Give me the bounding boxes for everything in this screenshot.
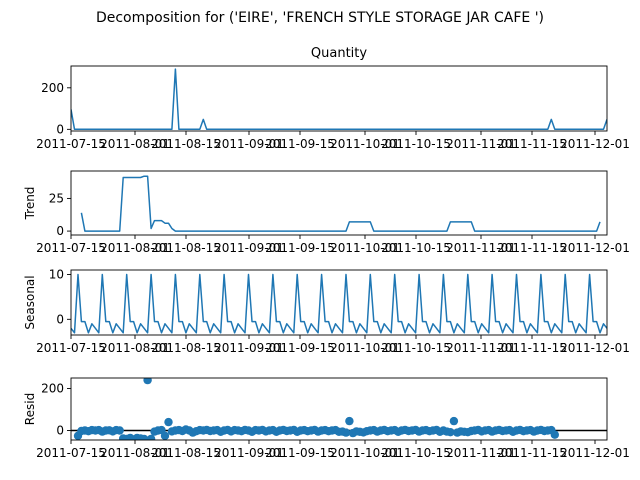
x-tick-label: 2011-09-01 [214,137,284,151]
x-tick-label: 2011-07-15 [36,341,106,355]
x-tick-label: 2011-10-15 [381,241,451,255]
x-tick-label: 2011-10-15 [381,341,451,355]
data-point [550,430,559,439]
series-line [71,273,607,334]
plot-area [80,175,601,232]
x-tick-label: 2011-08-01 [100,241,170,255]
data-point [345,416,354,426]
x-tick-label: 2011-08-01 [100,341,170,355]
y-axis-label: Trend [23,187,37,221]
panel-1: Quantity 0 200 2011-07-152011-08-012011-08-… [36,46,630,151]
y-tick-label: 200 [41,81,64,95]
data-point [449,416,459,426]
panel-title: Quantity [311,46,367,61]
x-tick-label: 2011-09-15 [265,241,335,255]
plot-area [71,273,607,334]
data-point [143,378,152,385]
data-point [160,431,170,440]
x-tick-label: 2011-09-01 [214,341,284,355]
x-tick-label: 2011-11-15 [497,241,567,255]
x-tick-label: 2011-11-01 [446,241,516,255]
series-line [80,175,601,232]
figure-suptitle: Decomposition for ('EIRE', 'FRENCH STYLE… [96,10,544,26]
panel-2: Trend0252011-07-152011-08-012011-08-1520… [23,170,630,255]
x-tick-label: 2011-12-01 [560,341,630,355]
x-tick-label: 2011-08-15 [151,446,221,460]
y-tick-label: 25 [49,191,64,205]
x-tick-label: 2011-10-15 [381,446,451,460]
data-point [341,428,351,437]
x-tick-label: 2011-11-15 [497,446,567,460]
x-tick-label: 2011-10-01 [330,241,400,255]
x-tick-label: 2011-10-01 [330,341,400,355]
x-tick-label: 2011-10-15 [381,137,451,151]
axes-frame [70,65,608,132]
x-tick-label: 2011-12-01 [560,446,630,460]
series-line [71,68,607,131]
x-tick-label: 2011-11-01 [446,446,516,460]
data-point [115,426,124,435]
x-tick-label: 2011-07-15 [36,137,106,151]
x-tick-label: 2011-11-15 [497,341,567,355]
x-tick-label: 2011-10-01 [330,137,400,151]
axes-frame [70,377,608,441]
x-tick-label: 2011-08-15 [151,137,221,151]
axes-frame [70,170,608,236]
y-tick-label: 0 [56,424,64,438]
plot-area [71,68,607,131]
x-tick-label: 2011-07-15 [36,241,106,255]
x-tick-label: 2011-08-01 [100,446,170,460]
y-tick-label: 0 [56,312,64,326]
y-axis-label: Resid [23,393,37,425]
data-point [446,428,455,437]
data-point [139,434,149,440]
panel-4: Resid02002011-07-152011-08-012011-08-152… [23,377,630,460]
y-tick-label: 10 [49,267,64,281]
x-tick-label: 2011-09-15 [265,341,335,355]
x-tick-label: 2011-09-15 [265,137,335,151]
x-tick-label: 2011-09-01 [214,241,284,255]
x-tick-label: 2011-12-01 [560,137,630,151]
panel-3: Seasonal 0 10 2011-07-152011-08-012011-08-1… [23,267,630,355]
x-tick-label: 2011-07-15 [36,446,106,460]
x-tick-label: 2011-09-15 [265,446,335,460]
x-tick-label: 2011-10-01 [330,446,400,460]
x-tick-label: 2011-12-01 [560,241,630,255]
x-tick-label: 2011-09-01 [214,446,284,460]
y-tick-label: 0 [56,224,64,238]
plot-area [71,378,607,440]
y-tick-label: 200 [41,382,64,396]
x-tick-label: 2011-11-01 [446,137,516,151]
axes-frame [70,269,608,336]
x-tick-label: 2011-08-15 [151,241,221,255]
data-point [164,417,173,427]
x-tick-label: 2011-08-01 [100,137,170,151]
x-tick-label: 2011-11-15 [497,137,567,151]
y-tick-label: 0 [56,122,64,136]
x-tick-label: 2011-08-15 [151,341,221,355]
data-point [146,434,156,440]
y-axis-label: Seasonal [23,275,37,329]
x-tick-label: 2011-11-01 [446,341,516,355]
